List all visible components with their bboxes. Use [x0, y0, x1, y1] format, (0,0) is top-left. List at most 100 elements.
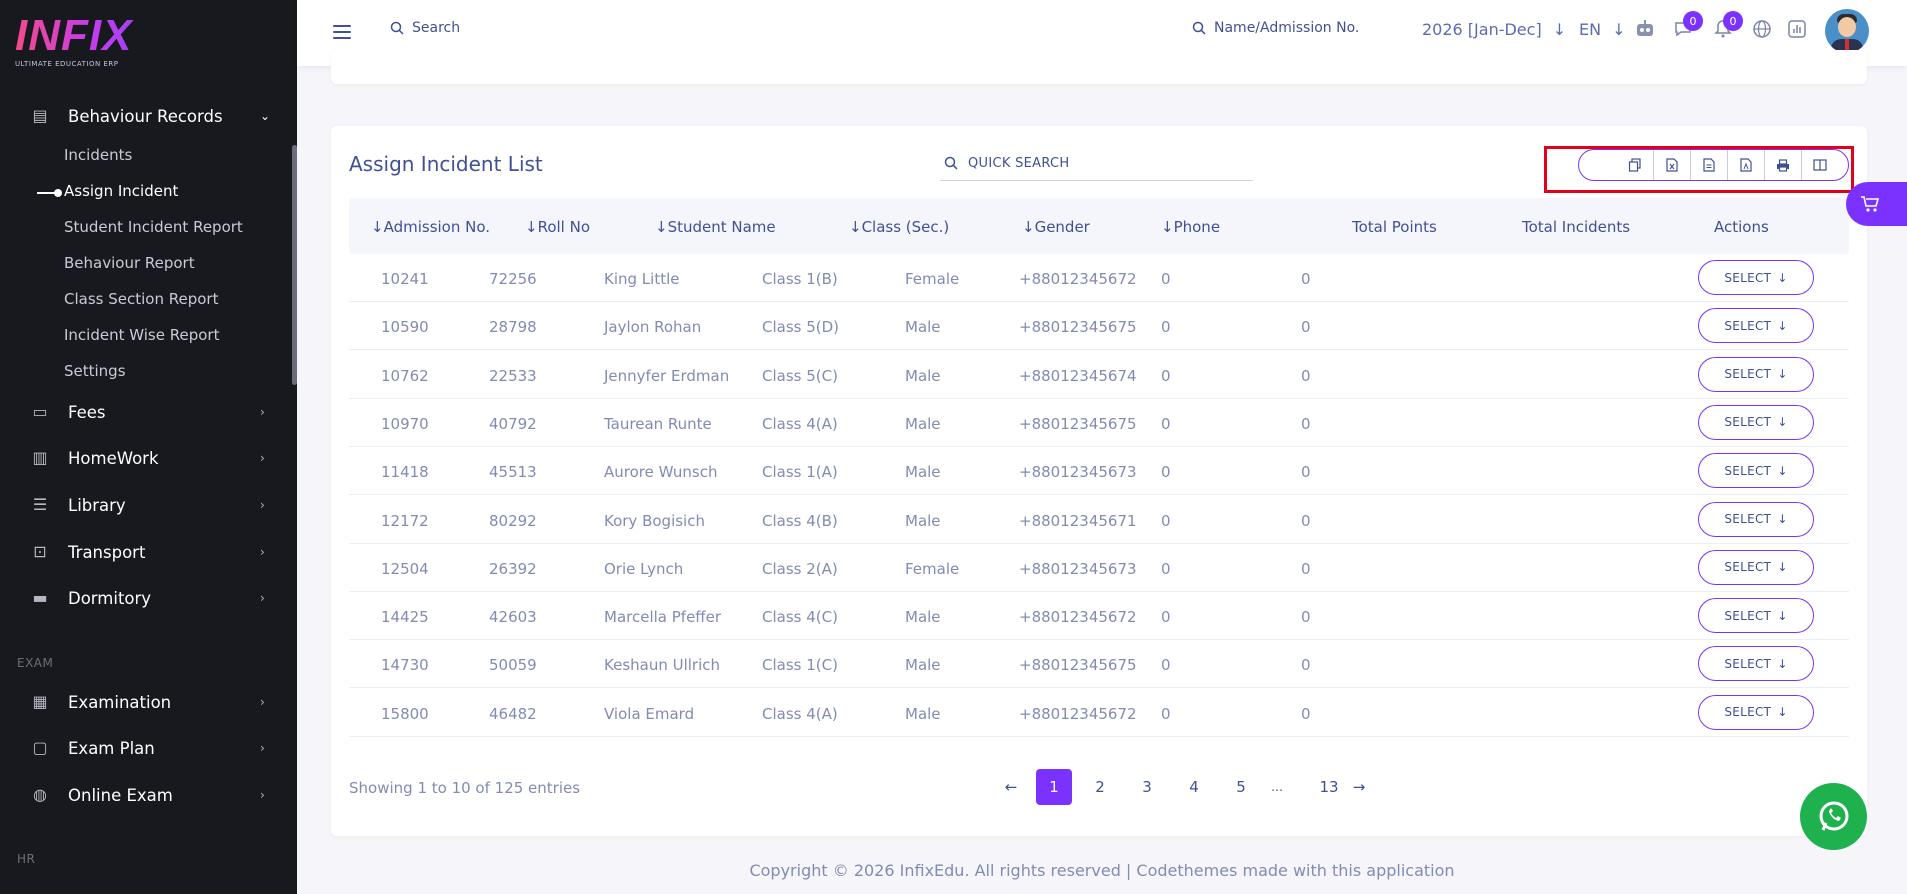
assign-incident-panel: Assign Incident List QUICK SEARCH: [331, 126, 1867, 836]
chat-icon[interactable]: 0: [1671, 11, 1703, 41]
csv-icon[interactable]: [1690, 150, 1727, 180]
select-action-button[interactable]: SELECT ↓: [1698, 598, 1814, 634]
select-action-button[interactable]: SELECT ↓: [1698, 646, 1814, 682]
cell-gender: Male: [905, 656, 941, 675]
excel-icon[interactable]: [1653, 150, 1690, 180]
sidebar-item-homework[interactable]: ▥ HomeWork ›: [0, 438, 297, 478]
column-header-label: Roll No: [537, 218, 591, 236]
print-icon[interactable]: [1764, 150, 1801, 180]
pagination-page[interactable]: 13: [1319, 778, 1339, 796]
cell-class: Class 1(B): [762, 270, 838, 288]
column-header-label: Gender: [1034, 218, 1090, 236]
globe-icon[interactable]: [1750, 17, 1774, 41]
pagination-page[interactable]: 4: [1189, 778, 1199, 796]
column-header-student-name[interactable]: ↓Student Name: [655, 218, 776, 236]
sidebar-item-fees[interactable]: ▭ Fees ›: [0, 392, 297, 432]
sidebar-subitem-class-section-report[interactable]: Class Section Report: [64, 290, 219, 308]
sort-arrow-icon: ↓: [525, 218, 538, 236]
cart-icon[interactable]: [1846, 182, 1907, 226]
pagination-prev-arrow-icon[interactable]: ←: [1004, 778, 1018, 796]
sidebar-item-label: Transport: [68, 542, 146, 562]
bed-icon: ▬: [32, 588, 48, 607]
sidebar-item-behaviour-records[interactable]: ▤ Behaviour Records ⌄: [0, 96, 297, 136]
column-header-phone[interactable]: ↓Phone: [1161, 218, 1220, 236]
search-icon: [1192, 21, 1206, 35]
sidebar-item-online-exam[interactable]: ◍ Online Exam ›: [0, 775, 297, 815]
pagination-page[interactable]: 2: [1095, 778, 1105, 796]
brand-logo[interactable]: INFIX ULTIMATE EDUCATION ERP: [15, 14, 175, 72]
pagination-page[interactable]: 1: [1036, 769, 1072, 805]
sidebar-subitem-assign-incident[interactable]: Assign Incident: [64, 182, 179, 200]
select-action-button[interactable]: SELECT ↓: [1698, 501, 1814, 537]
columns-icon[interactable]: [1801, 150, 1838, 180]
pagination-next-arrow-icon[interactable]: →: [1352, 778, 1366, 796]
sidebar-subitem-incident-wise-report[interactable]: Incident Wise Report: [64, 326, 220, 344]
cell-roll: 45513: [489, 463, 537, 482]
top-search[interactable]: Search: [390, 20, 460, 36]
pagination-info: Showing 1 to 10 of 125 entries: [349, 779, 581, 797]
select-button-label: SELECT: [1724, 415, 1772, 430]
pdf-icon[interactable]: [1727, 150, 1764, 180]
map-icon: ▦: [32, 692, 48, 711]
column-header-roll[interactable]: ↓Roll No: [525, 218, 590, 236]
sidebar-subitem-student-incident-report[interactable]: Student Incident Report: [64, 218, 243, 236]
copy-icon[interactable]: [1616, 150, 1653, 180]
student-search-placeholder: Name/Admission No.: [1214, 20, 1360, 36]
footer-copyright: Copyright © 2026 InfixEdu. All rights re…: [749, 861, 1455, 880]
sidebar-item-label: Exam Plan: [68, 738, 155, 758]
student-search[interactable]: Name/Admission No.: [1192, 20, 1359, 36]
select-action-button[interactable]: SELECT ↓: [1698, 308, 1814, 344]
select-action-button[interactable]: SELECT ↓: [1698, 549, 1814, 585]
language-select[interactable]: EN ↓: [1579, 20, 1626, 39]
sidebar-item-library[interactable]: ☰ Library ›: [0, 485, 297, 525]
behaviour-icon: ▤: [32, 106, 48, 125]
column-header-total-points: Total Points: [1352, 218, 1437, 236]
select-action-button[interactable]: SELECT ↓: [1698, 356, 1814, 392]
sidebar-item-label: Dormitory: [68, 588, 152, 608]
user-avatar[interactable]: [1825, 9, 1869, 53]
search-icon: [390, 21, 404, 35]
cell-admission: 10762: [381, 366, 429, 385]
menu-toggle-icon[interactable]: [333, 25, 351, 39]
cell-total-points: 0: [1161, 608, 1171, 627]
bus-icon: ⊡: [33, 542, 47, 561]
panel-title: Assign Incident List: [349, 152, 543, 176]
whatsapp-icon[interactable]: [1800, 783, 1867, 850]
pagination-page[interactable]: 5: [1236, 778, 1246, 796]
export-toolbar: [1578, 149, 1849, 181]
sidebar-item-transport[interactable]: ⊡ Transport ›: [0, 532, 297, 572]
sidebar-subitem-settings[interactable]: Settings: [64, 362, 126, 380]
sidebar-item-examination[interactable]: ▦ Examination ›: [0, 682, 297, 722]
bell-icon[interactable]: 0: [1711, 11, 1743, 41]
cell-class: Class 4(C): [762, 608, 838, 627]
pagination-page[interactable]: 3: [1142, 778, 1152, 796]
select-action-button[interactable]: SELECT ↓: [1698, 694, 1814, 730]
select-action-button[interactable]: SELECT ↓: [1698, 404, 1814, 440]
sidebar-item-label: Examination: [68, 692, 172, 712]
sidebar-scrollbar[interactable]: [292, 145, 297, 385]
sidebar-item-dormitory[interactable]: ▬ Dormitory ›: [0, 578, 297, 618]
arrow-down-icon: ↓: [1777, 560, 1788, 575]
column-header-admission[interactable]: ↓Admission No.: [371, 218, 490, 236]
table-row: 12504 26392 Orie Lynch Class 2(A) Female +880…: [349, 544, 1849, 592]
academic-year-select[interactable]: 2026 [Jan-Dec] ↓: [1422, 20, 1566, 39]
chart-icon[interactable]: [1785, 17, 1809, 41]
robot-icon[interactable]: [1633, 17, 1657, 41]
chevron-right-icon: ›: [260, 788, 265, 802]
section-label-hr: HR: [17, 852, 36, 866]
column-header-gender[interactable]: ↓Gender: [1022, 218, 1090, 236]
cell-total-incidents: 0: [1301, 366, 1311, 385]
quick-search-input[interactable]: QUICK SEARCH: [940, 146, 1253, 181]
select-action-button[interactable]: SELECT ↓: [1698, 453, 1814, 489]
cell-admission: 14730: [381, 656, 429, 675]
select-action-button[interactable]: SELECT ↓: [1698, 260, 1814, 295]
sidebar-subitem-incidents[interactable]: Incidents: [64, 146, 133, 164]
table-row: 10762 22533 Jennyfer Erdman Class 5(C) Male +…: [349, 351, 1849, 399]
cell-admission: 14425: [381, 608, 429, 627]
sidebar-subitem-behaviour-report[interactable]: Behaviour Report: [64, 254, 195, 272]
arrow-down-icon: ↓: [1552, 20, 1567, 39]
cell-roll: 46482: [489, 704, 537, 723]
cell-roll: 22533: [489, 366, 537, 385]
column-header-class[interactable]: ↓Class (Sec.): [849, 218, 949, 236]
sidebar-item-exam-plan[interactable]: ▢ Exam Plan ›: [0, 728, 297, 768]
